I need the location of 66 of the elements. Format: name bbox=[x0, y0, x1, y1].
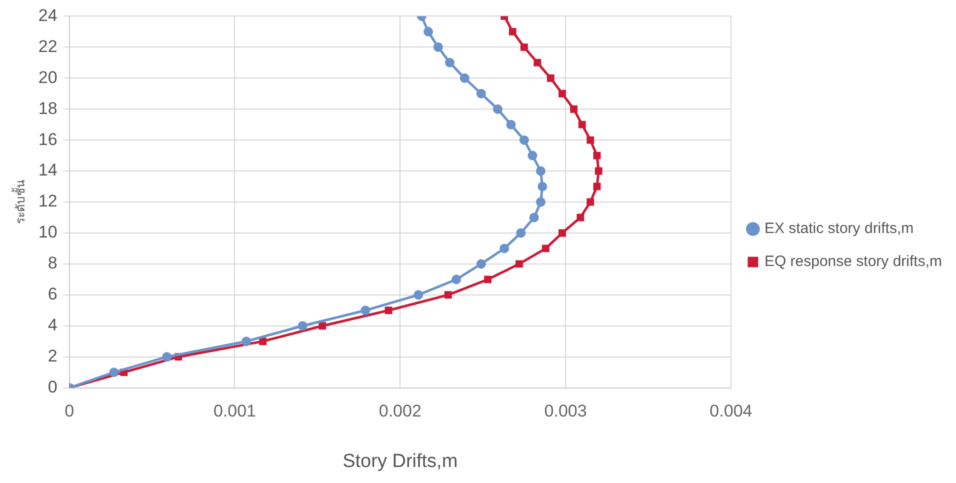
y-tick-label: 2 bbox=[48, 346, 58, 366]
point bbox=[476, 259, 486, 269]
point bbox=[593, 182, 601, 190]
point bbox=[298, 321, 308, 331]
y-tick-label: 24 bbox=[38, 6, 58, 25]
point bbox=[534, 58, 542, 66]
y-tick-label: 18 bbox=[38, 98, 58, 118]
point bbox=[528, 150, 538, 160]
y-tick-label: 4 bbox=[48, 316, 58, 335]
point bbox=[433, 42, 443, 52]
x-tick-label: 0.002 bbox=[378, 402, 422, 421]
legend-label: EX static story drifts,m bbox=[764, 220, 914, 238]
y-tick-label: 20 bbox=[38, 68, 58, 87]
point bbox=[162, 352, 172, 362]
point bbox=[516, 228, 526, 238]
point bbox=[594, 167, 602, 175]
point bbox=[444, 291, 452, 299]
point bbox=[520, 43, 528, 51]
x-tick-label: 0.001 bbox=[213, 402, 256, 421]
y-tick-label: 8 bbox=[48, 254, 58, 273]
point bbox=[536, 197, 546, 207]
point bbox=[542, 244, 550, 252]
point bbox=[109, 368, 119, 378]
point bbox=[452, 274, 462, 284]
point bbox=[536, 166, 546, 176]
y-tick-label: 22 bbox=[38, 36, 58, 56]
point bbox=[570, 105, 578, 113]
point bbox=[586, 198, 594, 206]
x-tick-label: 0.004 bbox=[710, 402, 752, 421]
y-axis-title: ระดับชั้น bbox=[12, 180, 28, 224]
point bbox=[360, 306, 370, 316]
point bbox=[506, 120, 516, 130]
y-tick-label: 12 bbox=[38, 192, 58, 211]
y-tick-label: 10 bbox=[38, 222, 58, 242]
point bbox=[318, 322, 326, 330]
point bbox=[558, 229, 566, 237]
y-tick-label: 14 bbox=[38, 160, 58, 180]
point bbox=[445, 58, 454, 68]
point bbox=[424, 26, 433, 36]
point bbox=[558, 90, 566, 98]
point bbox=[500, 244, 510, 254]
point bbox=[242, 336, 252, 346]
point bbox=[593, 152, 601, 160]
y-tick-label: 6 bbox=[48, 284, 58, 304]
legend-label: EQ response story drifts,m bbox=[764, 253, 942, 270]
point bbox=[529, 212, 539, 222]
point bbox=[538, 182, 548, 192]
x-axis-title: Story Drifts,m bbox=[342, 450, 458, 472]
point bbox=[414, 290, 424, 300]
point bbox=[492, 104, 502, 114]
point bbox=[508, 28, 516, 36]
y-tick-label: 0 bbox=[48, 377, 58, 396]
x-tick-label: 0.003 bbox=[544, 402, 587, 421]
x-tick-label: 0 bbox=[64, 402, 74, 421]
point bbox=[460, 73, 470, 83]
point bbox=[586, 136, 594, 144]
point bbox=[515, 260, 523, 268]
point bbox=[484, 276, 492, 284]
point bbox=[578, 120, 586, 128]
point bbox=[384, 306, 392, 314]
point bbox=[476, 88, 486, 98]
point bbox=[259, 338, 267, 346]
point bbox=[546, 74, 554, 82]
point bbox=[576, 214, 584, 222]
y-tick-label: 16 bbox=[38, 130, 58, 149]
point bbox=[519, 135, 529, 145]
